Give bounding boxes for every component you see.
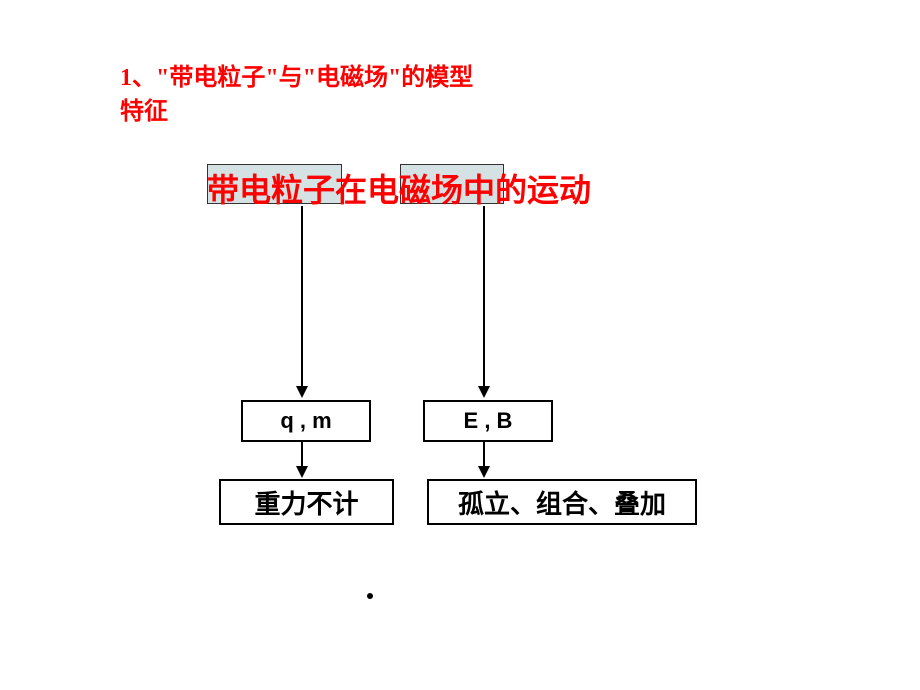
section-heading: 1、"带电粒子"与"电磁场"的模型 特征 [120,62,473,129]
arrow-eb-to-isolate [483,442,485,467]
node-eb: E , B [423,400,553,442]
decorative-dot [367,593,373,599]
arrow-qm-to-gravity [301,442,303,467]
node-isolate: 孤立、组合、叠加 [427,479,697,525]
node-gravity: 重力不计 [219,479,394,525]
arrow-head-isolate [478,466,490,478]
arrow-head-eb [478,386,490,398]
node-gravity-label: 重力不计 [254,484,358,521]
heading-line1: 1、"带电粒子"与"电磁场"的模型 [120,62,473,96]
heading-line2: 特征 [120,96,473,130]
diagram-title: 带电粒子在电磁场中的运动 [207,165,591,211]
arrow-head-gravity [296,466,308,478]
arrow-particle-to-qm [301,206,303,386]
node-qm-label: q , m [280,408,331,434]
arrow-head-qm [296,386,308,398]
node-eb-label: E , B [464,408,513,434]
node-isolate-label: 孤立、组合、叠加 [458,484,666,521]
arrow-field-to-eb [483,206,485,386]
node-qm: q , m [241,400,371,442]
